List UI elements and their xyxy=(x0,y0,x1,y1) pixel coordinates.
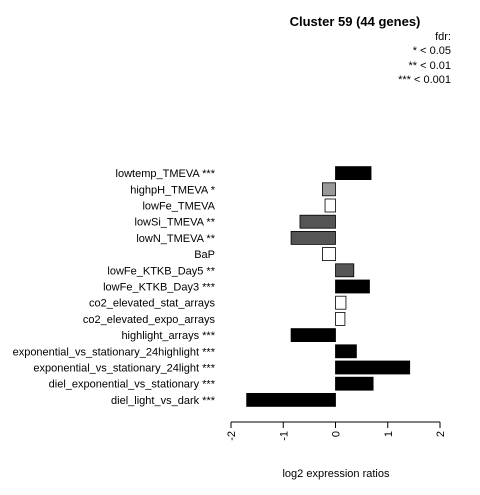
category-label: lowFe_TMEVA xyxy=(142,201,215,213)
category-label: lowN_TMEVA ** xyxy=(136,233,215,245)
category-label: exponential_vs_stationary_24highlight **… xyxy=(13,346,216,358)
legend-entry-1: * < 0.05 xyxy=(413,45,451,57)
x-tick-label: -2 xyxy=(226,431,238,441)
bar xyxy=(324,198,336,213)
bar xyxy=(335,166,372,181)
category-label: lowFe_KTKB_Day3 *** xyxy=(103,282,216,294)
x-tick-label: 2 xyxy=(435,431,447,437)
bar xyxy=(290,328,336,343)
bars-group xyxy=(246,166,411,407)
bar xyxy=(299,214,336,229)
x-tick-label: 1 xyxy=(383,431,395,437)
x-tick-label: -1 xyxy=(278,431,290,441)
bar xyxy=(335,295,347,310)
legend-entry-3: *** < 0.001 xyxy=(398,74,451,86)
bar xyxy=(335,279,370,294)
bar xyxy=(322,182,336,197)
category-label: highpH_TMEVA * xyxy=(130,184,216,196)
category-label: diel_light_vs_dark *** xyxy=(111,395,216,407)
bar xyxy=(335,360,411,375)
bar xyxy=(322,247,336,262)
chart-title: Cluster 59 (44 genes) xyxy=(290,14,421,29)
legend: fdr: * < 0.05 ** < 0.01 *** < 0.001 xyxy=(398,31,451,86)
bar xyxy=(335,344,357,359)
category-label: diel_exponential_vs_stationary *** xyxy=(49,379,216,391)
category-label: exponential_vs_stationary_24light *** xyxy=(33,363,215,375)
category-label: lowFe_KTKB_Day5 ** xyxy=(107,265,215,277)
category-label: highlight_arrays *** xyxy=(121,330,215,342)
x-tick-label: 0 xyxy=(331,431,343,437)
legend-entry-2: ** < 0.01 xyxy=(408,60,451,72)
x-axis: -2 -1 0 1 2 xyxy=(226,421,447,441)
bar xyxy=(246,392,336,407)
category-label: lowtemp_TMEVA *** xyxy=(116,168,216,180)
bar xyxy=(290,230,336,245)
category-label: lowSi_TMEVA ** xyxy=(135,217,216,229)
bar xyxy=(335,376,374,391)
category-label: co2_elevated_stat_arrays xyxy=(89,298,215,310)
bar xyxy=(335,263,355,278)
legend-title: fdr: xyxy=(435,31,451,43)
x-axis-label: log2 expression ratios xyxy=(282,468,390,480)
category-label: co2_elevated_expo_arrays xyxy=(83,314,216,326)
category-label: BaP xyxy=(194,249,215,261)
category-labels: lowtemp_TMEVA *** highpH_TMEVA * lowFe_TME… xyxy=(13,168,216,407)
bar xyxy=(335,311,346,326)
